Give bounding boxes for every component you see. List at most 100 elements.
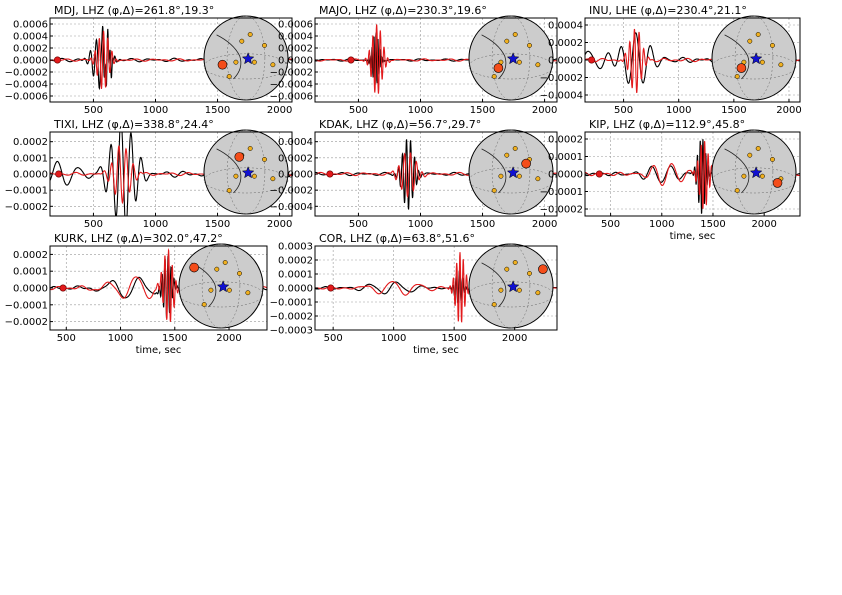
x-tick-label: 1000 [408,219,433,230]
panel-title: MDJ, LHZ (φ,Δ)=261.8°,19.3° [54,4,214,17]
x-tick-label: 2000 [532,219,557,230]
y-tick-label: −0.0001 [540,187,583,198]
globe-coastline [191,262,217,308]
y-tick-label: 0.0000 [13,170,48,181]
y-tick-label: 0.0002 [278,44,313,55]
y-tick-label: 0.0000 [548,170,583,181]
y-tick-label: −0.0002 [5,202,48,213]
y-tick-label: 0.0002 [13,44,48,55]
y-tick-label: 0.0002 [278,153,313,164]
y-tick-label: 0.0001 [13,267,48,278]
globe-parallel [468,53,554,80]
x-tick-label: 1000 [143,105,168,116]
y-tick-label: −0.0001 [5,186,48,197]
station-marker [493,63,504,73]
event-star [241,166,255,179]
station-dot [251,59,257,65]
station-marker [736,63,747,73]
station-dot [770,156,775,162]
x-tick-label: 500 [84,105,103,116]
globe-meridian [491,129,531,215]
station-dot [226,188,232,193]
globe-parallel [468,281,554,308]
station-dot [504,38,510,44]
y-tick-label: 0.0000 [13,56,48,67]
x-tick-label: 1000 [381,333,406,344]
x-tick-label: 2000 [502,333,527,344]
x-tick-label: 1500 [700,219,725,230]
globe-meridian [226,129,266,215]
event-star [241,52,255,65]
y-tick-label: 0.0003 [278,242,313,253]
station-dot [201,302,207,307]
y-tick-label: 0.0000 [278,56,313,67]
x-tick-label: 2000 [776,105,801,116]
y-tick-label: −0.0006 [5,92,48,103]
station-dot [759,59,765,65]
station-marker [772,178,783,188]
station-dot [214,266,220,272]
station-dot [491,302,497,307]
station-dot [245,290,251,296]
y-tick-label: 0.0006 [13,20,48,31]
y-tick-label: 0.0001 [278,270,313,281]
event-star [749,166,763,179]
y-tick-label: −0.0004 [270,80,313,91]
y-tick-label: −0.0002 [5,68,48,79]
station-dot [741,173,747,179]
event-star [749,52,763,65]
x-tick-label: 500 [57,333,76,344]
station-marker [538,264,548,275]
panel-title: KDAK, LHZ (φ,Δ)=56.7°,29.7° [319,118,481,131]
station-dot [233,173,239,179]
station-marker [521,158,531,169]
globe-parallel [203,167,289,194]
x-tick-label: 2000 [267,105,292,116]
globe-meridian [226,15,266,101]
panel-title: COR, LHZ (φ,Δ)=63.8°,51.6° [319,232,475,245]
globe-meridian [201,243,241,329]
y-tick-label: −0.0002 [270,68,313,79]
x-tick-label: 1500 [721,105,746,116]
y-tick-label: 0.0002 [278,256,313,267]
station-dot [734,188,740,193]
y-tick-label: −0.0002 [540,73,583,84]
globe-coastline [724,34,750,80]
x-tick-label: 500 [84,219,103,230]
x-tick-label: 2000 [267,219,292,230]
y-tick-label: 0.0002 [548,135,583,146]
y-tick-label: 0.0004 [548,21,583,32]
x-tick-label: 1000 [666,105,691,116]
x-tick-label: 500 [601,219,620,230]
globe-coastline [724,148,750,194]
station-dot [226,74,232,79]
station-dot [535,290,541,296]
globe-coastline [481,262,507,308]
station-dot [747,152,753,158]
panel-title: INU, LHE (φ,Δ)=230.4°,21.1° [589,4,747,17]
station-marker [189,262,199,273]
station-dot [747,38,753,44]
event-star [506,52,520,65]
x-tick-label: 500 [324,333,343,344]
x-tick-label: 1000 [143,219,168,230]
station-dot [778,62,784,68]
y-tick-label: 0.0000 [278,284,313,295]
panel-tixi: 500 1000 1500 2000 −0.0002 −0.0001 0.0000 0.000… [5,118,293,230]
panel-majo: 500 1000 1500 2000−0.0006−0.0004−0.00020.00… [270,4,558,116]
panel-kip: 500 1000 1500 2000 −0.0002 −0.0001 0.0000 0.000… [540,118,801,242]
globe-meridian [491,243,531,329]
station-dot [270,176,276,182]
station-dot [491,74,497,79]
y-tick-label: 0.0001 [548,152,583,163]
y-tick-label: −0.0001 [5,300,48,311]
station-dot [226,287,232,293]
station-dot [516,287,522,293]
arrival-marker [326,170,334,178]
station-dot [498,173,504,179]
y-tick-label: 0.0000 [548,56,583,67]
x-tick-label: 1500 [205,105,230,116]
globe-coastline [481,148,507,194]
station-dot [535,62,541,68]
station-dot [516,173,522,179]
